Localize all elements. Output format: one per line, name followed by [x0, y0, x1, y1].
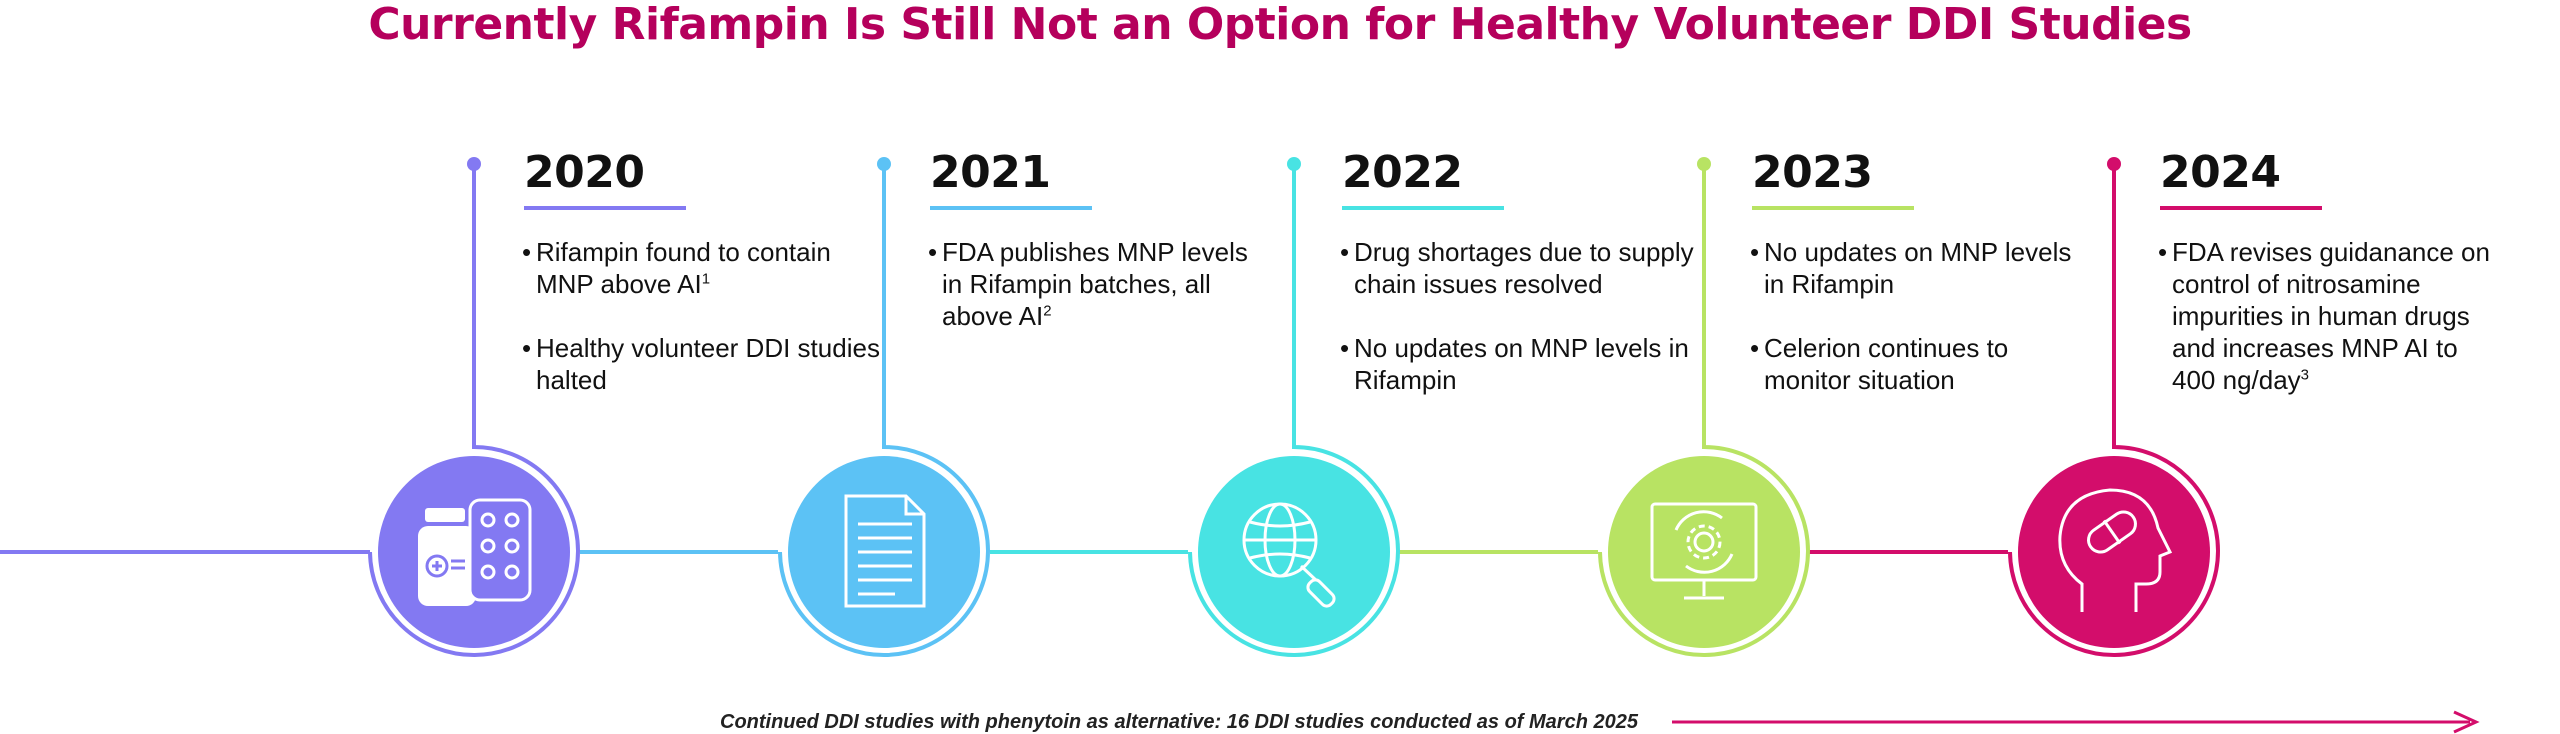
- list-item: Rifampin found to contain MNP above AI1: [522, 236, 882, 300]
- year-2024: 2024: [2160, 147, 2281, 198]
- milestone-2024-graphic: [2008, 157, 2220, 657]
- milestone-2021-bullets: FDA publishes MNP levels in Rifampin bat…: [928, 236, 1273, 364]
- document-icon: [844, 494, 926, 608]
- year-2020: 2020: [524, 147, 645, 198]
- milestone-2023-graphic: [1598, 157, 1810, 657]
- milestone-2021-graphic: [778, 157, 990, 657]
- milestone-2022-graphic: [1188, 157, 1400, 657]
- year-2023: 2023: [1752, 147, 1873, 198]
- footnote-arrow-head: [2453, 710, 2480, 734]
- list-item: FDA revises guidanance on control of nit…: [2158, 236, 2498, 396]
- milestone-2020-bullets: Rifampin found to contain MNP above AI1 …: [522, 236, 882, 428]
- globe-search-icon: [1242, 502, 1336, 608]
- monitor-gear-icon: [1650, 502, 1758, 600]
- list-item: Celerion continues to monitor situation: [1750, 332, 2095, 396]
- year-2023-underline: [1752, 206, 1914, 210]
- year-2020-underline: [524, 206, 686, 210]
- year-2021: 2021: [930, 147, 1051, 198]
- list-item: Healthy volunteer DDI studies halted: [522, 332, 882, 396]
- year-2022: 2022: [1342, 147, 1463, 198]
- page-title: Currently Rifampin Is Still Not an Optio…: [368, 0, 2192, 50]
- milestone-2022-bullets: Drug shortages due to supply chain issue…: [1340, 236, 1710, 428]
- milestone-2020-graphic: [368, 157, 580, 657]
- list-item: FDA publishes MNP levels in Rifampin bat…: [928, 236, 1273, 332]
- year-2022-underline: [1342, 206, 1504, 210]
- milestone-2024-bullets: FDA revises guidanance on control of nit…: [2158, 236, 2498, 428]
- year-2021-underline: [930, 206, 1092, 210]
- list-item: No updates on MNP levels in Rifampin: [1340, 332, 1710, 396]
- head-pill-icon: [2058, 488, 2173, 612]
- footnote-text: Continued DDI studies with phenytoin as …: [720, 711, 1638, 733]
- list-item: No updates on MNP levels in Rifampin: [1750, 236, 2095, 300]
- year-2024-underline: [2160, 206, 2322, 210]
- list-item: Drug shortages due to supply chain issue…: [1340, 236, 1710, 300]
- medicine-bottle-blister-pack-icon: [418, 498, 532, 606]
- milestone-2023-bullets: No updates on MNP levels in Rifampin Cel…: [1750, 236, 2095, 428]
